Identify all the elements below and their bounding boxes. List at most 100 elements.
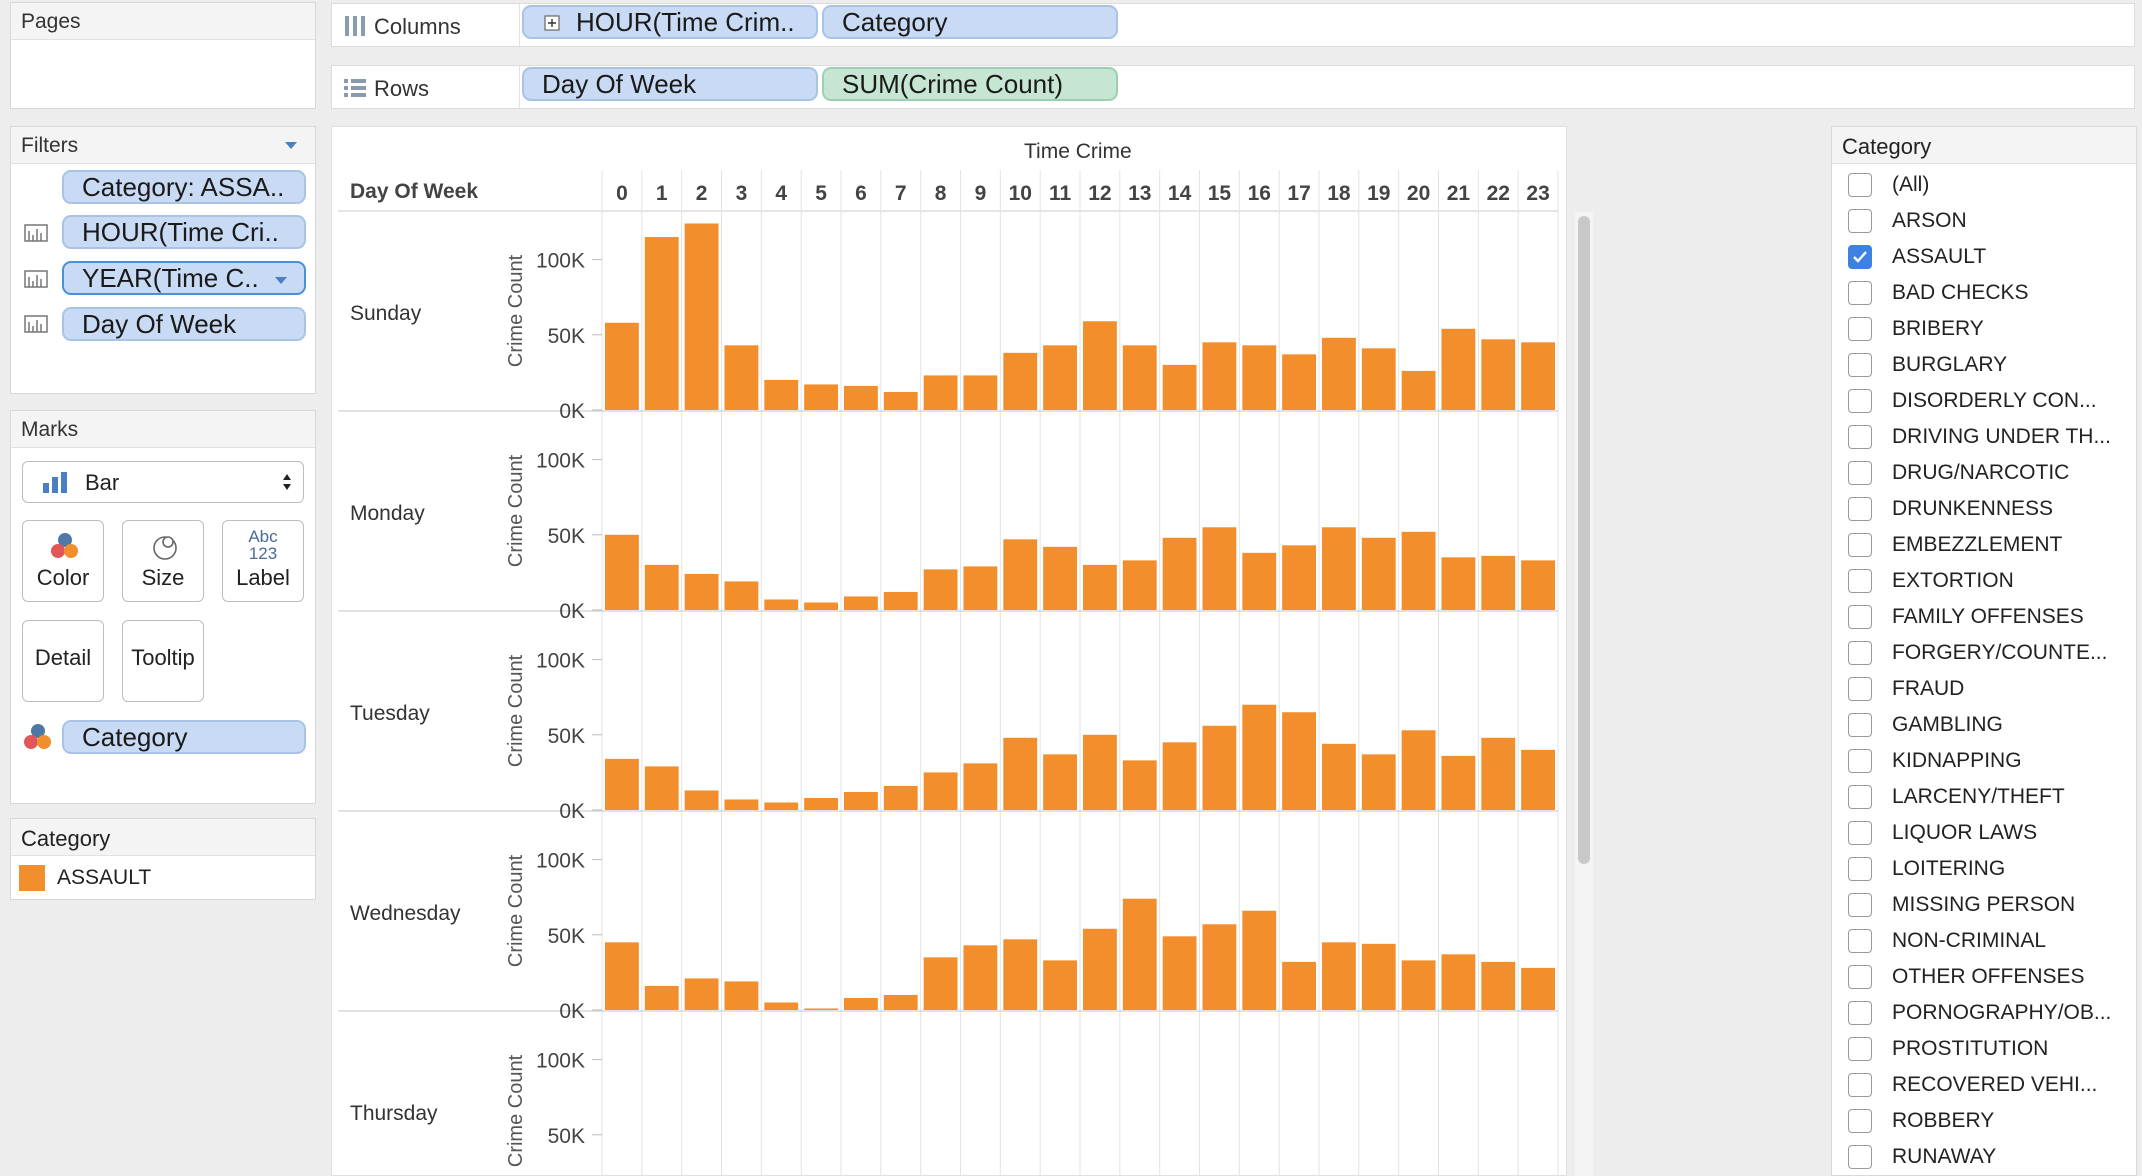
- checkbox[interactable]: [1848, 965, 1872, 989]
- checkbox[interactable]: [1848, 209, 1872, 233]
- hour-column-label: 0: [616, 182, 628, 205]
- y-tick-label: 50K: [548, 1125, 585, 1148]
- rows-pill-day-of-week[interactable]: Day Of Week: [522, 67, 818, 101]
- checkbox[interactable]: [1848, 281, 1872, 305]
- checkbox[interactable]: [1848, 785, 1872, 809]
- checkbox[interactable]: [1848, 1001, 1872, 1025]
- hour-column-label: 8: [935, 182, 947, 205]
- size-button-label: Size: [141, 565, 185, 590]
- checkbox[interactable]: [1848, 569, 1872, 593]
- bar-monday-12: [1083, 564, 1117, 610]
- vertical-scrollbar[interactable]: [1575, 212, 1593, 1176]
- hour-column-label: 4: [775, 182, 787, 205]
- mark-type-select[interactable]: Bar: [22, 461, 304, 503]
- bar-tuesday-11: [1043, 754, 1077, 810]
- category-filter-item-label: DRUG/NARCOTIC: [1892, 461, 2070, 484]
- bar-sunday-21: [1441, 328, 1476, 410]
- hour-column-label: 13: [1128, 182, 1151, 205]
- checkbox[interactable]: [1848, 749, 1872, 773]
- bar-tuesday-0: [605, 758, 639, 810]
- checkbox[interactable]: [1848, 533, 1872, 557]
- checkbox[interactable]: [1848, 497, 1872, 521]
- bar-monday-18: [1322, 527, 1356, 610]
- checkbox[interactable]: [1848, 821, 1872, 845]
- bar-sunday-10: [1003, 352, 1038, 410]
- legend-item-label[interactable]: ASSAULT: [57, 866, 152, 889]
- bar-wednesday-3: [724, 981, 759, 1010]
- filter-pill-hour[interactable]: HOUR(Time Cri..: [62, 215, 306, 249]
- bar-sunday-15: [1202, 342, 1237, 410]
- color-button[interactable]: Color: [22, 520, 104, 602]
- size-button[interactable]: Size: [122, 520, 204, 602]
- row-header-label: Day Of Week: [350, 180, 478, 203]
- label-button[interactable]: Abc 123 Label: [222, 520, 304, 602]
- checkbox-checked[interactable]: [1848, 245, 1872, 269]
- filter-pill-day-of-week[interactable]: Day Of Week: [62, 307, 306, 341]
- checkbox[interactable]: [1848, 389, 1872, 413]
- checkbox[interactable]: [1848, 641, 1872, 665]
- bar-wednesday-14: [1162, 936, 1197, 1010]
- bar-sunday-17: [1282, 354, 1316, 410]
- bar-monday-2: [684, 573, 719, 610]
- size-icon: [153, 536, 177, 560]
- day-label: Tuesday: [350, 702, 430, 725]
- checkbox[interactable]: [1848, 1109, 1872, 1133]
- checkbox[interactable]: [1848, 1073, 1872, 1097]
- checkbox[interactable]: [1848, 461, 1872, 485]
- hour-column-label: 20: [1407, 182, 1430, 205]
- filter-pill-hour-label: HOUR(Time Cri..: [82, 217, 279, 247]
- bar-tuesday-16: [1242, 704, 1277, 810]
- dropdown-arrow-icon[interactable]: [274, 276, 288, 285]
- y-tick-label: 100K: [536, 250, 585, 273]
- checkbox[interactable]: [1848, 893, 1872, 917]
- pages-title: Pages: [21, 10, 81, 33]
- mark-type-label: Bar: [85, 470, 120, 495]
- bar-tuesday-8: [923, 772, 958, 810]
- color-encoding-icon: [24, 724, 51, 749]
- bar-monday-20: [1401, 531, 1436, 610]
- tooltip-button[interactable]: Tooltip: [122, 620, 204, 702]
- columns-label: Columns: [374, 14, 461, 39]
- checkbox[interactable]: [1848, 713, 1872, 737]
- category-filter-card: Category: [1831, 126, 2137, 1176]
- bar-monday-14: [1162, 537, 1197, 610]
- marks-color-pill-category[interactable]: Category: [62, 720, 306, 754]
- dropdown-arrow-icon[interactable]: [284, 141, 298, 151]
- bar-sunday-5: [804, 384, 838, 410]
- detail-button[interactable]: Detail: [22, 620, 104, 702]
- checkbox[interactable]: [1848, 929, 1872, 953]
- scrollbar-thumb[interactable]: [1578, 216, 1590, 864]
- rows-pill-sum-crime-count[interactable]: SUM(Crime Count): [822, 67, 1118, 101]
- checkbox[interactable]: [1848, 173, 1872, 197]
- checkbox[interactable]: [1848, 857, 1872, 881]
- checkbox[interactable]: [1848, 1037, 1872, 1061]
- expand-plus-icon[interactable]: [544, 15, 560, 31]
- y-tick-label: 0K: [559, 800, 585, 823]
- category-filter-item-label: LARCENY/THEFT: [1892, 785, 2065, 808]
- bar-monday-0: [605, 534, 639, 610]
- bar-wednesday-4: [764, 1002, 799, 1010]
- hour-column-label: 1: [656, 182, 668, 205]
- filter-pill-category[interactable]: Category: ASSA..: [62, 170, 306, 204]
- bar-tuesday-2: [684, 790, 719, 810]
- hour-column-label: 16: [1248, 182, 1271, 205]
- bar-wednesday-8: [923, 957, 958, 1010]
- marks-title: Marks: [21, 418, 79, 441]
- hour-column-label: 11: [1049, 182, 1072, 205]
- checkbox[interactable]: [1848, 1145, 1872, 1169]
- filter-pill-year[interactable]: YEAR(Time C..: [62, 261, 306, 295]
- checkbox[interactable]: [1848, 677, 1872, 701]
- pages-card: Pages: [10, 2, 316, 109]
- category-filter-item-label: RUNAWAY: [1892, 1145, 1997, 1168]
- checkbox[interactable]: [1848, 317, 1872, 341]
- bar-monday-4: [764, 599, 799, 610]
- day-label: Thursday: [350, 1102, 438, 1125]
- filter-pill-day-of-week-label: Day Of Week: [82, 309, 237, 339]
- checkbox[interactable]: [1848, 605, 1872, 629]
- columns-pill-hour[interactable]: HOUR(Time Crim..: [522, 5, 818, 39]
- bar-monday-6: [844, 596, 878, 610]
- columns-pill-category[interactable]: Category: [822, 5, 1118, 39]
- bar-monday-19: [1361, 537, 1396, 610]
- checkbox[interactable]: [1848, 353, 1872, 377]
- checkbox[interactable]: [1848, 425, 1872, 449]
